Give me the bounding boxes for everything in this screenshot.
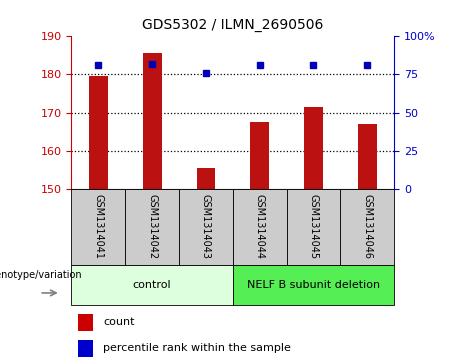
Bar	[358, 124, 377, 189]
Text: GSM1314043: GSM1314043	[201, 194, 211, 260]
Bar	[71, 265, 233, 305]
Text: GSM1314044: GSM1314044	[254, 194, 265, 260]
Text: count: count	[103, 317, 135, 327]
Bar	[179, 189, 233, 265]
Title: GDS5302 / ILMN_2690506: GDS5302 / ILMN_2690506	[142, 19, 324, 33]
Text: genotype/variation: genotype/variation	[0, 270, 82, 280]
Bar	[287, 189, 340, 265]
Text: percentile rank within the sample: percentile rank within the sample	[103, 343, 291, 354]
Bar	[250, 122, 269, 189]
Bar	[143, 53, 161, 189]
Text: GSM1314042: GSM1314042	[147, 194, 157, 260]
Text: GSM1314041: GSM1314041	[93, 194, 103, 260]
Text: GSM1314046: GSM1314046	[362, 194, 372, 260]
Text: NELF B subunit deletion: NELF B subunit deletion	[247, 280, 380, 290]
Bar	[304, 107, 323, 189]
Bar	[125, 189, 179, 265]
Bar	[78, 340, 94, 357]
Bar	[340, 189, 394, 265]
Bar	[233, 189, 287, 265]
Text: control: control	[133, 280, 171, 290]
Bar	[71, 189, 125, 265]
Bar	[233, 265, 394, 305]
Text: GSM1314045: GSM1314045	[308, 194, 319, 260]
Bar	[78, 314, 94, 331]
Bar	[196, 168, 215, 189]
Bar	[89, 76, 108, 189]
